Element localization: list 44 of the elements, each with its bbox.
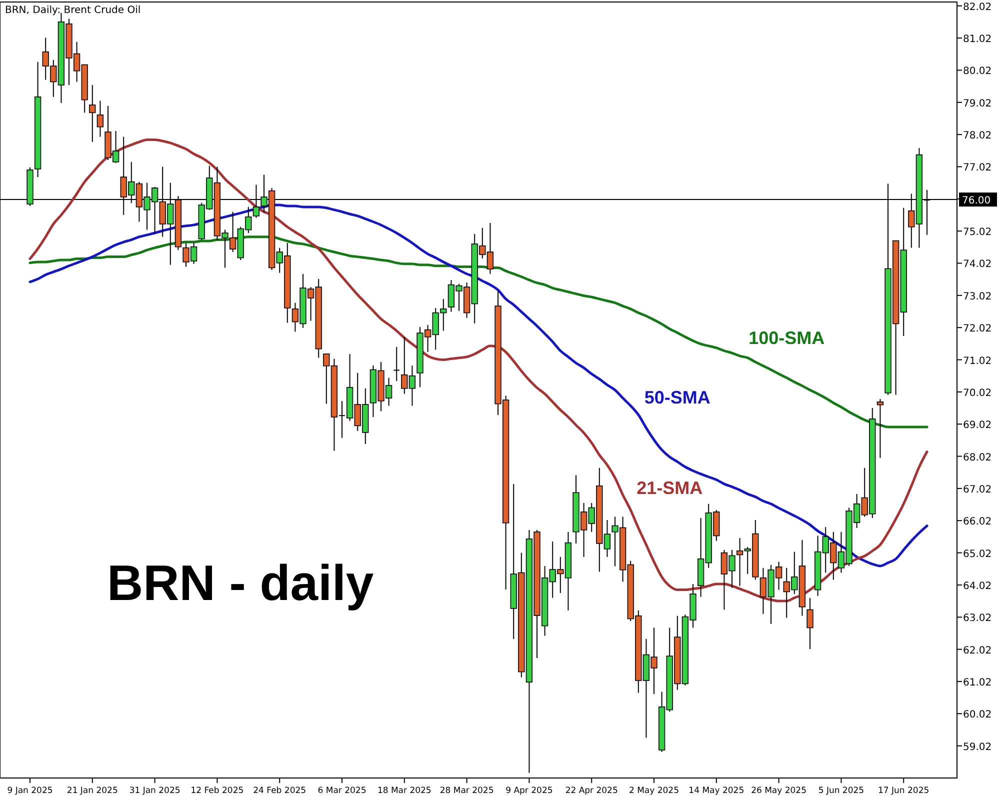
series-label: 50-SMA: [644, 388, 710, 408]
x-tick-label: 2 May 2025: [628, 786, 680, 796]
y-tick-label: 74.02: [963, 259, 992, 270]
y-tick-label: 80.02: [963, 66, 992, 78]
x-tick-label: 26 May 2025: [751, 786, 807, 796]
x-tick-label: 31 Jan 2025: [129, 786, 180, 796]
y-tick-label: 67.02: [963, 484, 992, 496]
x-tick-label: 24 Feb 2025: [253, 786, 306, 796]
x-tick-label: 9 Jan 2025: [7, 786, 53, 796]
x-tick-label: 17 Jun 2025: [878, 786, 930, 796]
y-tick-label: 62.02: [963, 645, 992, 656]
y-tick-label: 71.02: [963, 356, 992, 367]
y-tick-label: 81.02: [963, 34, 992, 46]
x-tick-label: 22 Apr 2025: [565, 786, 618, 796]
y-tick-label: 78.02: [963, 130, 992, 142]
annotation: BRN - daily: [107, 555, 374, 611]
x-tick-label: 6 Mar 2025: [318, 786, 366, 796]
x-tick-label: 14 May 2025: [688, 786, 744, 796]
y-tick-label: 59.02: [963, 742, 992, 753]
y-tick-label: 65.02: [963, 548, 992, 560]
y-tick-label: 64.02: [963, 580, 992, 592]
y-tick-label: 61.02: [963, 677, 992, 688]
y-tick-label: 75.02: [963, 227, 992, 238]
y-tick-label: 70.02: [963, 388, 992, 399]
y-tick-label: 63.02: [963, 613, 992, 624]
series-label: 100-SMA: [748, 328, 825, 348]
y-tick-label: 72.02: [963, 324, 992, 335]
x-tick-label: 9 Apr 2025: [506, 786, 553, 796]
chart-title: BRN, Daily: Brent Crude Oil: [5, 5, 141, 16]
y-tick-label: 66.02: [963, 516, 992, 528]
y-tick-label: 73.02: [963, 291, 992, 302]
series-label: 21-SMA: [636, 478, 703, 498]
y-tick-label: 68.02: [963, 452, 992, 464]
ref-line-label: 76.00: [962, 196, 991, 207]
x-tick-label: 12 Feb 2025: [190, 786, 244, 796]
y-tick-label: 77.02: [963, 162, 992, 174]
x-tick-label: 28 Mar 2025: [440, 786, 494, 796]
y-tick-label: 79.02: [963, 98, 992, 110]
y-tick-label: 69.02: [963, 420, 992, 432]
y-tick-label: 82.02: [963, 2, 992, 13]
y-tick-label: 60.02: [963, 710, 992, 721]
x-tick-label: 21 Jan 2025: [66, 786, 118, 796]
x-tick-label: 18 Mar 2025: [377, 786, 432, 796]
x-tick-label: 5 Jun 2025: [818, 786, 864, 796]
